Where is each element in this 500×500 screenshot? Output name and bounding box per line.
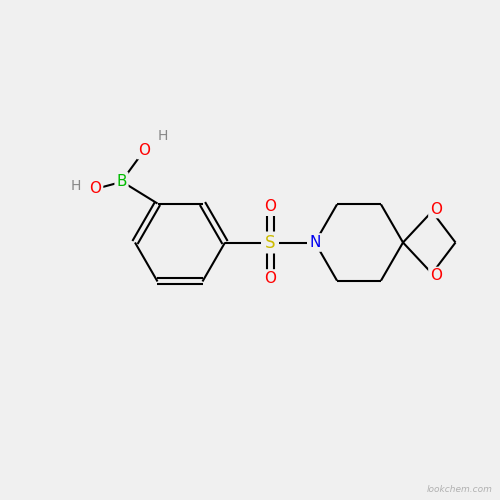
Text: O: O <box>430 268 442 283</box>
Text: O: O <box>264 271 276 286</box>
Text: H: H <box>158 129 168 143</box>
Text: O: O <box>430 202 442 216</box>
Text: B: B <box>116 174 127 188</box>
Text: lookchem.com: lookchem.com <box>426 485 492 494</box>
Text: S: S <box>265 234 275 252</box>
Text: H: H <box>70 179 81 193</box>
Text: O: O <box>138 142 150 158</box>
Text: O: O <box>264 199 276 214</box>
Text: N: N <box>310 235 320 250</box>
Text: O: O <box>90 181 102 196</box>
